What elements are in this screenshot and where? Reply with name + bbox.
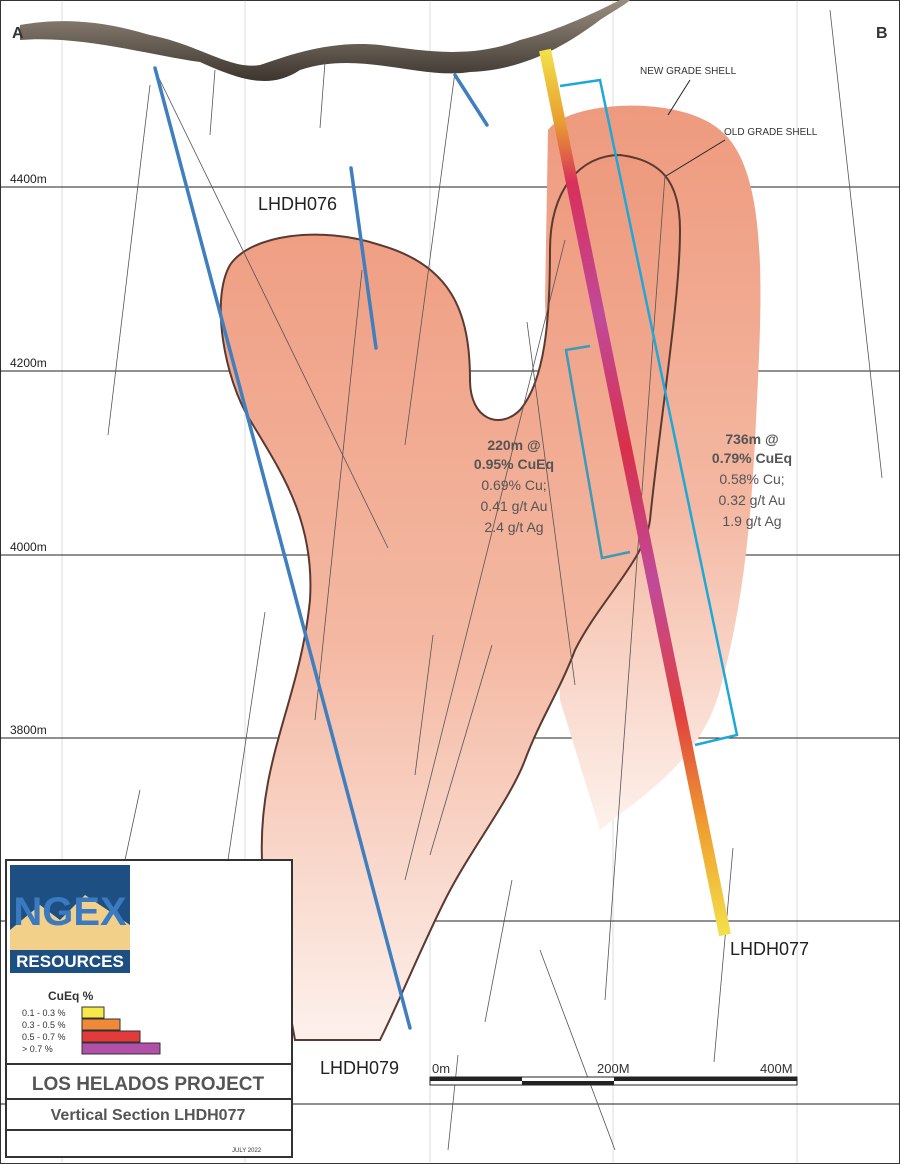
elevation-label: 4000m xyxy=(10,540,47,554)
intercept-bracket xyxy=(559,78,739,747)
logo-subtitle: RESOURCES xyxy=(16,952,124,971)
elevation-label: 4200m xyxy=(10,356,47,370)
intercept: 220m @ 0.95% CuEq 0.69% Cu; 0.41 g/t Au … xyxy=(474,437,554,535)
elevation-label: 3800m xyxy=(10,723,47,737)
blue-holes xyxy=(153,66,489,1030)
legend-item: 0.3 - 0.5 % xyxy=(22,1020,66,1030)
legend-item: 0.5 - 0.7 % xyxy=(22,1032,66,1042)
scale-label: 400M xyxy=(760,1061,793,1076)
legend-title: CuEq % xyxy=(48,989,94,1003)
intercept-headline: 0.79% CuEq xyxy=(712,450,792,466)
legend-item: 0.1 - 0.3 % xyxy=(22,1008,66,1018)
section-end: B xyxy=(876,25,888,42)
scale-label: 200M xyxy=(597,1061,630,1076)
drill-core-lhdh077 xyxy=(539,48,731,937)
hole-label: LHDH077 xyxy=(730,939,809,959)
section-end: A xyxy=(12,25,24,42)
leader xyxy=(665,139,726,177)
title-block: NGEX RESOURCES CuEq % 0.1 - 0.3 % 0.3 - … xyxy=(5,859,293,1158)
logo-name: NGEX xyxy=(13,890,127,934)
intercept-detail: 1.9 g/t Ag xyxy=(722,513,781,529)
hole-label: LHDH076 xyxy=(258,194,337,214)
intercept-detail: 0.69% Cu; xyxy=(481,477,546,493)
intercept-detail: 0.32 g/t Au xyxy=(719,492,786,508)
elevation-label: 4400m xyxy=(10,172,47,186)
legend-item: > 0.7 % xyxy=(22,1044,53,1054)
other-holes xyxy=(107,9,883,1151)
intercept-detail: 0.58% Cu; xyxy=(719,471,784,487)
date: JULY 2022 xyxy=(232,1148,262,1154)
intercept-bracket xyxy=(564,344,631,560)
project-title: LOS HELADOS PROJECT xyxy=(32,1074,265,1095)
scale-label: 0m xyxy=(432,1061,450,1076)
intercept-headline: 0.95% CuEq xyxy=(474,456,554,472)
scale-bar: 0m 200M 400M xyxy=(429,1061,798,1086)
section-title: Vertical Section LHDH077 xyxy=(51,1107,246,1124)
intercept-headline: 736m @ xyxy=(725,431,778,447)
intercept-detail: 0.41 g/t Au xyxy=(481,498,548,514)
topography xyxy=(20,0,630,82)
intercept-headline: 220m @ xyxy=(487,437,540,453)
shell-label: OLD GRADE SHELL xyxy=(724,127,818,138)
shell-label: NEW GRADE SHELL xyxy=(640,66,737,77)
leader xyxy=(667,79,691,116)
hole-label: LHDH079 xyxy=(320,1058,399,1078)
intercept: 736m @ 0.79% CuEq 0.58% Cu; 0.32 g/t Au … xyxy=(712,431,792,529)
intercept-detail: 2.4 g/t Ag xyxy=(484,519,543,535)
